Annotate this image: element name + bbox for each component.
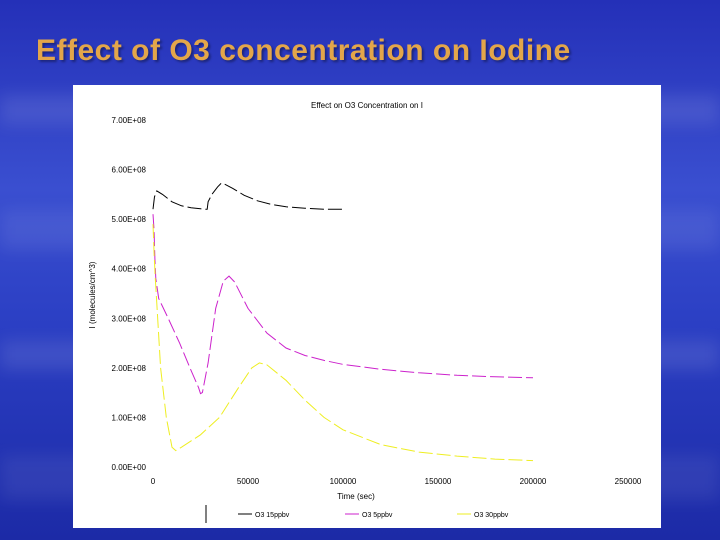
y-tick-label: 3.00E+08 [112,314,147,323]
y-axis-label: I (molecules/cm^3) [88,261,97,328]
y-tick-label: 7.00E+08 [112,116,147,125]
legend-label: O3 30ppbv [474,512,509,519]
series-lines [152,182,534,462]
y-tick-label: 2.00E+08 [112,364,147,373]
chart-panel: Effect on O3 Concentration on I I (molec… [73,85,661,528]
x-tick-labels: 0 50000 100000 150000 200000 250000 [151,477,642,486]
y-tick-label: 5.00E+08 [112,215,147,224]
slide-title: Effect of O3 concentration on Iodine [36,34,571,67]
series-line [152,214,534,395]
series-line [152,182,343,210]
x-tick-label: 0 [151,477,156,486]
legend: O3 15ppbv O3 5ppbv O3 30ppbv [238,512,509,519]
legend-label: O3 15ppbv [255,512,290,519]
y-tick-label: 0.00E+00 [112,463,147,472]
y-tick-label: 6.00E+08 [112,166,147,175]
x-tick-label: 250000 [615,477,642,486]
y-tick-labels: 0.00E+00 1.00E+08 2.00E+08 3.00E+08 4.00E+08… [112,116,147,472]
series-line [152,224,534,462]
x-tick-label: 50000 [237,477,260,486]
legend-label: O3 5ppbv [362,512,393,519]
x-tick-label: 200000 [520,477,547,486]
x-axis-label: Time (sec) [337,492,375,501]
line-chart: Effect on O3 Concentration on I I (molec… [88,101,642,523]
x-tick-label: 100000 [330,477,357,486]
chart-title: Effect on O3 Concentration on I [311,101,423,110]
x-tick-label: 150000 [425,477,452,486]
y-tick-label: 1.00E+08 [112,413,147,422]
y-tick-label: 4.00E+08 [112,265,147,274]
